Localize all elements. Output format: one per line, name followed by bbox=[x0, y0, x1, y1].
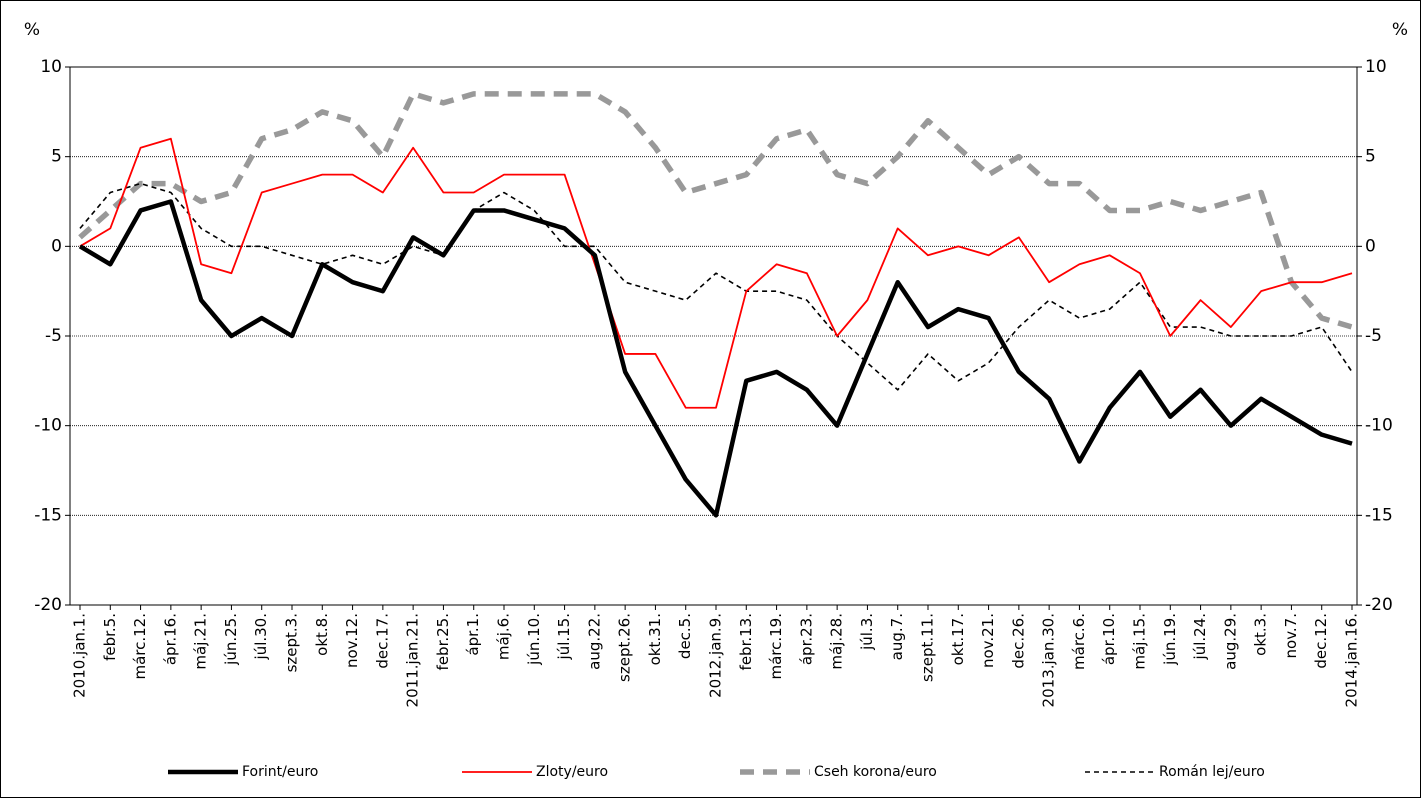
series-line bbox=[79, 137, 1353, 409]
x-tick-label: júl.30. bbox=[252, 613, 270, 660]
x-tick-label: jún.19. bbox=[1161, 613, 1179, 666]
x-tick-label: okt.17. bbox=[949, 613, 967, 665]
x-tick-label: aug.29. bbox=[1221, 613, 1239, 670]
x-tick-label: máj.15. bbox=[1131, 613, 1149, 670]
y-tick-label: -15 bbox=[34, 505, 62, 525]
x-tick-label: márc.12. bbox=[131, 613, 149, 680]
y2-tick-label: 5 bbox=[1365, 147, 1376, 167]
x-tick-label: 2012.jan.9. bbox=[707, 613, 725, 698]
x-tick-label: dec.12. bbox=[1312, 613, 1330, 669]
x-tick-label: febr.13. bbox=[737, 613, 755, 670]
x-tick-label: szept.11. bbox=[919, 613, 937, 682]
x-tick-label: márc.19. bbox=[767, 613, 785, 680]
y2-tick-label: -5 bbox=[1365, 326, 1382, 346]
legend-label: Cseh korona/euro bbox=[814, 764, 937, 780]
x-tick-label: ápr.1. bbox=[464, 613, 482, 656]
plot-area bbox=[69, 66, 1358, 606]
y-tick-label: -10 bbox=[34, 416, 62, 436]
x-tick-label: júl.3. bbox=[858, 613, 876, 651]
x-tick-label: dec.17. bbox=[373, 613, 391, 669]
x-tick-label: nov.21. bbox=[979, 613, 997, 668]
x-tick-label: nov.7. bbox=[1282, 613, 1300, 658]
x-tick-label: 2011.jan.21. bbox=[404, 613, 422, 707]
x-tick-label: jún.25. bbox=[222, 613, 240, 666]
x-tick-label: szept.26. bbox=[616, 613, 634, 682]
x-tick-label: 2010.jan.1. bbox=[71, 613, 89, 698]
x-tick-label: febr.25. bbox=[434, 613, 452, 670]
series-line bbox=[79, 182, 1353, 391]
x-tick-label: jún.10. bbox=[525, 613, 543, 666]
y-tick-label: -5 bbox=[45, 326, 62, 346]
legend-label: Román lej/euro bbox=[1159, 764, 1265, 780]
y-tick-label: 0 bbox=[51, 236, 62, 256]
x-tick-label: máj.21. bbox=[192, 613, 210, 670]
y2-tick-label: -20 bbox=[1365, 595, 1393, 615]
legend-label: Zloty/euro bbox=[536, 764, 608, 780]
x-tick-label: aug.22. bbox=[585, 613, 603, 670]
x-tick-label: okt.31. bbox=[646, 613, 664, 665]
x-tick-label: dec.5. bbox=[676, 613, 694, 659]
x-tick-label: 2013.jan.30. bbox=[1040, 613, 1058, 707]
x-tick-label: máj.28. bbox=[828, 613, 846, 670]
y2-tick-label: 0 bbox=[1365, 236, 1376, 256]
x-tick-label: ápr.10. bbox=[1100, 613, 1118, 665]
y-axis-label: % bbox=[24, 20, 40, 40]
x-tick-label: okt.3. bbox=[1252, 613, 1270, 656]
y-tick-label: 5 bbox=[51, 147, 62, 167]
legend-label: Forint/euro bbox=[242, 764, 318, 780]
x-tick-label: márc.6. bbox=[1070, 613, 1088, 670]
y2-tick-label: -15 bbox=[1365, 505, 1393, 525]
x-tick-label: júl.24. bbox=[1191, 613, 1209, 660]
x-tick-label: febr.5. bbox=[101, 613, 119, 661]
x-tick-label: aug.7. bbox=[888, 613, 906, 660]
x-tick-label: okt.8. bbox=[313, 613, 331, 656]
series-line bbox=[78, 91, 1353, 330]
x-tick-label: ápr.16. bbox=[161, 613, 179, 665]
y-tick-label: -20 bbox=[34, 595, 62, 615]
x-tick-label: dec.26. bbox=[1009, 613, 1027, 669]
x-tick-label: júl.15. bbox=[555, 613, 573, 660]
x-tick-label: 2014.jan.16. bbox=[1343, 613, 1361, 707]
x-tick-label: ápr.23. bbox=[797, 613, 815, 665]
y2-tick-label: 10 bbox=[1365, 57, 1387, 77]
series-line bbox=[78, 199, 1353, 518]
x-tick-label: nov.12. bbox=[343, 613, 361, 668]
y2-axis-label: % bbox=[1392, 20, 1408, 40]
y2-tick-label: -10 bbox=[1365, 416, 1393, 436]
x-tick-label: máj.6. bbox=[495, 613, 513, 660]
x-tick-label: szept.3. bbox=[283, 613, 301, 672]
y-tick-label: 10 bbox=[40, 57, 62, 77]
